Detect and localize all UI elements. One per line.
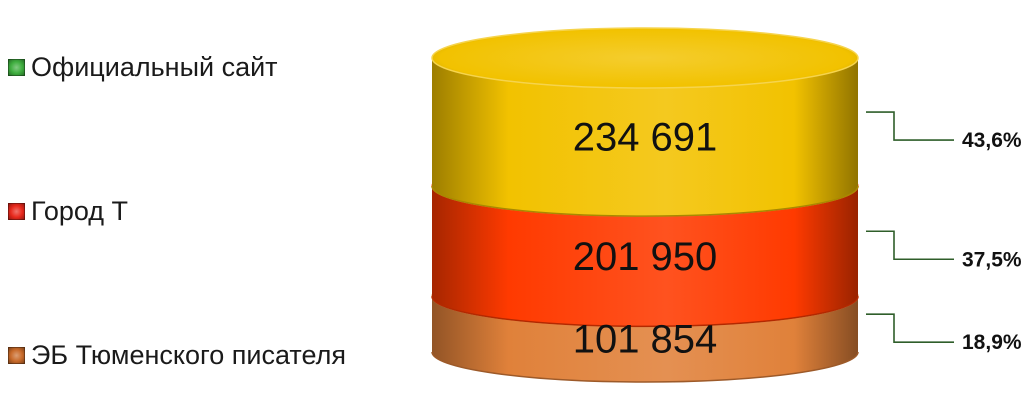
legend-item-official-site: Официальный сайт — [8, 52, 278, 83]
segment-official-site — [431, 27, 859, 217]
value-label-eb-tyumen-writer: 101 854 — [573, 318, 718, 362]
leader-line-gorod-t — [866, 230, 954, 261]
percent-label-official-site: 43,6% — [962, 129, 1022, 152]
legend-label-official-site: Официальный сайт — [31, 52, 278, 82]
segment-rim-official-site — [431, 186, 859, 217]
value-label-gorod-t: 201 950 — [573, 235, 718, 279]
segment-rim-eb-tyumen-writer — [431, 351, 859, 383]
leader-eb-tyumen-writer: 18,9% — [866, 313, 1022, 354]
segment-rim-gorod-t — [431, 296, 859, 328]
percent-label-gorod-t: 37,5% — [962, 248, 1022, 271]
legend: Официальный сайт Город Т ЭБ Тюменского п… — [8, 0, 438, 394]
legend-item-gorod-t: Город Т — [8, 196, 128, 227]
legend-label-eb-tyumen-writer: ЭБ Тюменского писателя — [31, 340, 346, 370]
leader-official-site: 43,6% — [866, 111, 1022, 152]
legend-swatch-eb-tyumen-writer — [8, 347, 25, 364]
leader-line-official-site — [866, 111, 954, 141]
segment-side-gorod-t — [432, 186, 858, 327]
segment-side-official-site — [432, 58, 858, 217]
legend-label-gorod-t: Город Т — [31, 196, 129, 226]
segment-top-official-site — [431, 27, 859, 89]
legend-swatch-gorod-t — [8, 203, 25, 220]
legend-item-eb-tyumen-writer: ЭБ Тюменского писателя — [8, 340, 346, 371]
leader-line-eb-tyumen-writer — [866, 313, 954, 343]
value-label-official-site: 234 691 — [573, 116, 718, 160]
legend-swatch-official-site — [8, 59, 25, 76]
leader-gorod-t: 37,5% — [866, 230, 1022, 271]
percent-label-eb-tyumen-writer: 18,9% — [962, 331, 1022, 354]
